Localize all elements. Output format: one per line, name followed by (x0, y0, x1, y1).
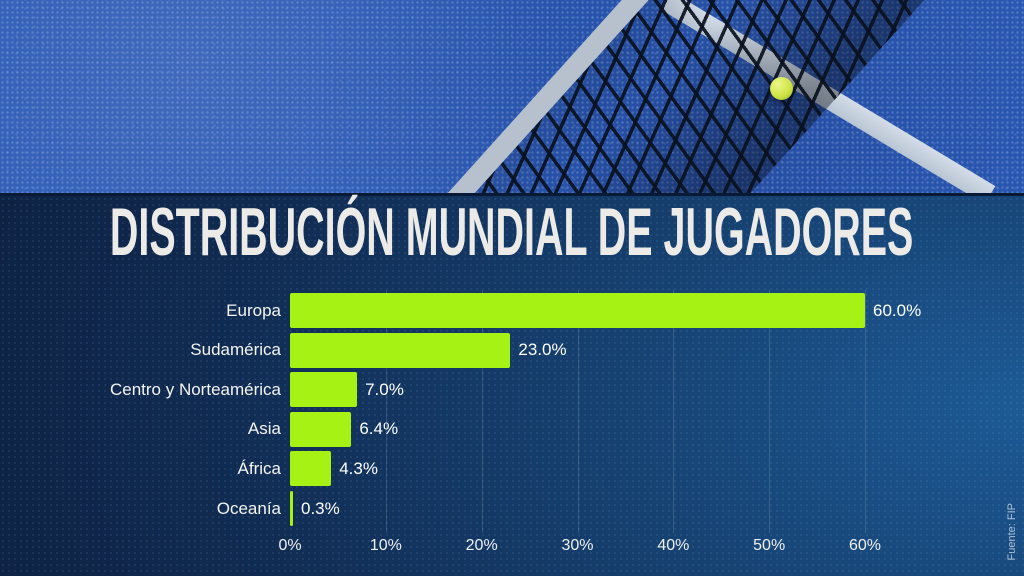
x-tick-label: 0% (278, 537, 302, 554)
x-tick-label: 20% (465, 537, 498, 554)
bar-row: Europa 60.0% (0, 293, 1024, 328)
padel-net (425, 0, 968, 193)
value-label: 4.3% (339, 458, 378, 478)
x-tick-label: 40% (657, 537, 690, 554)
padel-ball (770, 77, 793, 100)
value-label: 6.4% (359, 419, 399, 439)
x-tick-label: 60% (848, 537, 882, 554)
gridline (385, 290, 387, 533)
gridline (577, 290, 579, 533)
bar (290, 293, 865, 328)
category-label: Sudamérica (190, 340, 281, 360)
bar (290, 372, 358, 408)
padel-court-photo (0, 0, 1024, 193)
gridline (481, 290, 483, 533)
value-label: 23.0% (518, 340, 567, 360)
bar (290, 332, 511, 368)
bar (290, 411, 352, 447)
bar-row: Centro y Norteamérica 7.0% (0, 372, 1024, 408)
gridline (769, 290, 771, 533)
category-label: Asia (247, 419, 281, 439)
bar-row: África 4.3% (0, 451, 1024, 487)
bar-row: Sudamérica 23.0% (0, 332, 1024, 368)
bar-row: Asia 6.4% (0, 411, 1024, 447)
bar (290, 491, 293, 526)
title-wrap: DISTRIBUCIÓN MUNDIAL DE JUGADORES (0, 196, 1024, 268)
category-label: Centro y Norteamérica (109, 379, 281, 399)
category-label: Oceanía (216, 498, 281, 518)
gridline (673, 290, 675, 533)
category-label: Europa (226, 300, 281, 320)
x-tick-label: 30% (561, 537, 594, 554)
x-tick-label: 50% (753, 537, 786, 554)
bar (290, 451, 332, 487)
value-label: 60.0% (873, 300, 922, 320)
value-label: 0.3% (301, 498, 340, 518)
x-tick-label: 10% (369, 537, 402, 554)
bar-row: Oceanía 0.3% (0, 491, 1024, 526)
page-title: DISTRIBUCIÓN MUNDIAL DE JUGADORES (110, 194, 914, 270)
gridline (865, 290, 866, 533)
source-note: Fuente: FIP (1006, 502, 1018, 560)
category-label: África (237, 458, 281, 478)
value-label: 7.0% (365, 379, 404, 399)
chart-panel (0, 193, 1024, 576)
